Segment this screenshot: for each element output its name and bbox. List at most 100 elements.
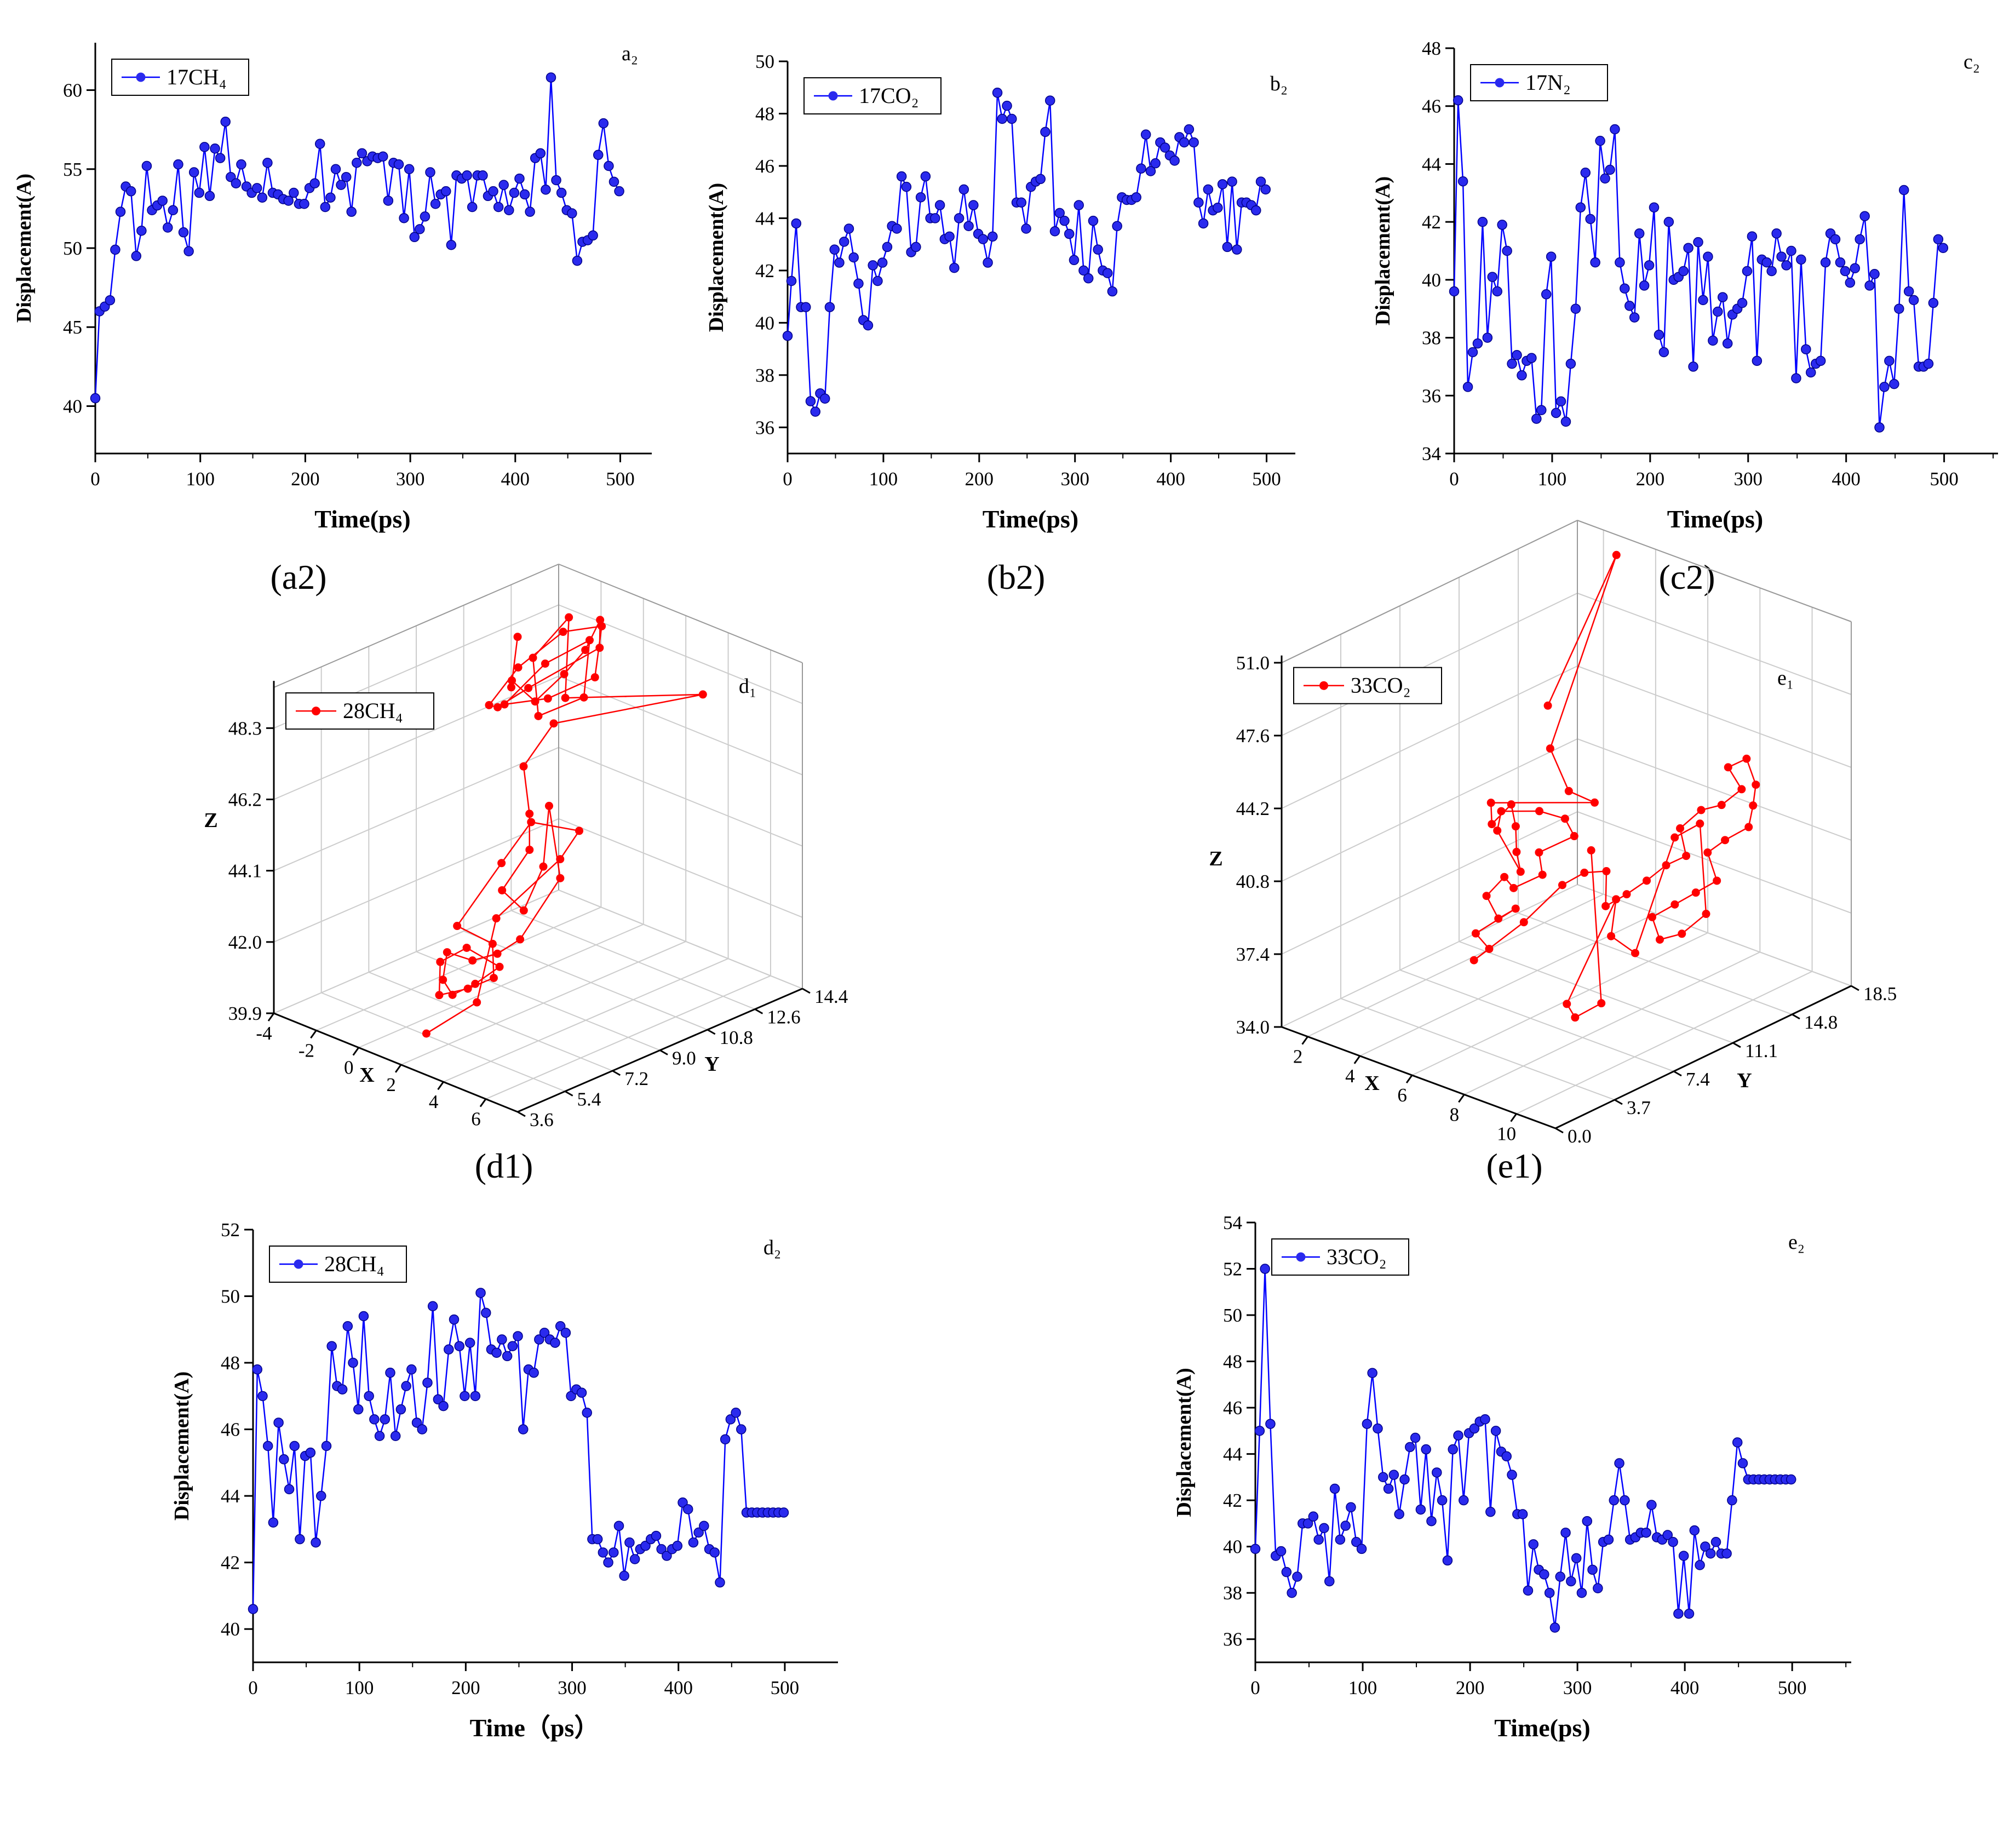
corner-label: e₁ [1777, 667, 1794, 690]
trajectory-point [1678, 929, 1686, 938]
trajectory-point [1571, 1013, 1580, 1022]
legend-marker [312, 707, 320, 716]
y-tick-label: 54 [1223, 1212, 1242, 1233]
trajectory-point [1717, 801, 1726, 810]
data-point [1287, 1587, 1297, 1598]
data-point [498, 180, 509, 190]
chart-b2: 0 100 200 300 400 500 36 38 40 42 44 46 48 50 Time(ps)… [705, 51, 1295, 596]
data-point [513, 1331, 523, 1341]
trajectory-point [1648, 912, 1657, 921]
panel-label: (a2) [270, 558, 326, 596]
wall-grid [1577, 665, 1852, 768]
data-point [1179, 137, 1190, 148]
trajectory-point [1564, 787, 1573, 795]
data-point [518, 1424, 529, 1434]
data-point [1903, 286, 1914, 297]
x-axis-label: Time(ps) [983, 505, 1079, 533]
y-tick-label: 52 [1223, 1259, 1242, 1280]
data-point [1806, 367, 1816, 378]
data-point [433, 1394, 444, 1405]
panel-label: (e2) [1486, 1842, 1542, 1848]
data-point [320, 202, 331, 213]
x-tick-label: 6 [471, 1109, 481, 1130]
data-point [341, 171, 352, 182]
data-point [305, 1447, 316, 1458]
corner-label: b₂ [1270, 72, 1288, 95]
data-point [1641, 1528, 1651, 1538]
data-point [1528, 1539, 1538, 1549]
x-tick [394, 1064, 402, 1073]
data-point [325, 192, 336, 203]
x-tick-label: 400 [1670, 1677, 1700, 1698]
data-point [843, 223, 854, 234]
data-point [337, 1384, 348, 1394]
data-point [1335, 1534, 1346, 1545]
data-point [1710, 1536, 1721, 1547]
y-tick [802, 988, 811, 994]
trajectory-point [1543, 701, 1552, 710]
data-point [1708, 335, 1718, 346]
trajectory-point [1587, 846, 1595, 854]
trajectory-point [1535, 848, 1543, 857]
data-point [1459, 1495, 1469, 1506]
trajectory-point [1511, 904, 1520, 913]
y-tick-label: 60 [63, 80, 82, 101]
x-tick-label: 200 [965, 468, 994, 490]
data-point [364, 1391, 374, 1402]
data-point [1016, 197, 1027, 208]
wall-grid [1281, 738, 1578, 882]
data-point [1874, 422, 1885, 433]
wall-grid [1281, 884, 1578, 1028]
data-point [491, 1347, 502, 1358]
data-point [460, 1391, 470, 1402]
y-tick-label: 14.8 [1804, 1012, 1838, 1033]
data-point [1340, 1520, 1351, 1531]
data-point [441, 186, 451, 197]
data-point [1678, 1551, 1689, 1561]
data-point [566, 1391, 576, 1402]
data-point [279, 1454, 289, 1465]
data-point [1260, 184, 1271, 195]
data-point [1938, 243, 1949, 253]
data-point [378, 151, 388, 162]
trajectory-point [581, 646, 590, 655]
data-point [1864, 280, 1875, 291]
trajectory-point [1612, 550, 1621, 559]
trajectory-point [1497, 807, 1506, 816]
data-point [1367, 1368, 1377, 1378]
data-point [141, 160, 152, 171]
data-point [1850, 263, 1861, 273]
y-axis-label: Y [1737, 1069, 1752, 1092]
data-point [1815, 355, 1826, 366]
trajectory-point [565, 613, 573, 622]
trajectory-point [1512, 847, 1521, 856]
y-tick-label: 40 [1223, 1536, 1242, 1558]
corner-label: c₂ [1964, 50, 1980, 73]
data-point [930, 213, 940, 223]
data-point [393, 159, 404, 170]
y-axis-label: Displacement(A) [170, 1371, 193, 1520]
data-point [1894, 303, 1904, 314]
data-point [1576, 1587, 1587, 1598]
y-tick-label: 18.5 [1863, 983, 1897, 1005]
x-tick-label: 500 [1252, 468, 1281, 490]
data-point [1620, 283, 1630, 294]
data-point [1639, 280, 1650, 291]
y-tick-label: 5.4 [577, 1089, 601, 1110]
data-point [1801, 344, 1811, 354]
floor-grid [510, 910, 755, 1010]
z-tick-label: 47.6 [1236, 725, 1270, 747]
data-point [1560, 1528, 1571, 1538]
data-point [497, 1334, 507, 1345]
data-point [401, 1381, 411, 1391]
trajectory-point [1670, 833, 1679, 842]
data-point [1329, 1483, 1340, 1494]
data-point [1308, 1511, 1319, 1522]
trajectory-point [556, 855, 565, 864]
data-point [1737, 297, 1748, 308]
y-tick [1732, 1042, 1741, 1048]
y-tick-label: 46 [1223, 1397, 1242, 1419]
data-point [1688, 361, 1698, 372]
x-tick-label: 200 [291, 468, 320, 490]
